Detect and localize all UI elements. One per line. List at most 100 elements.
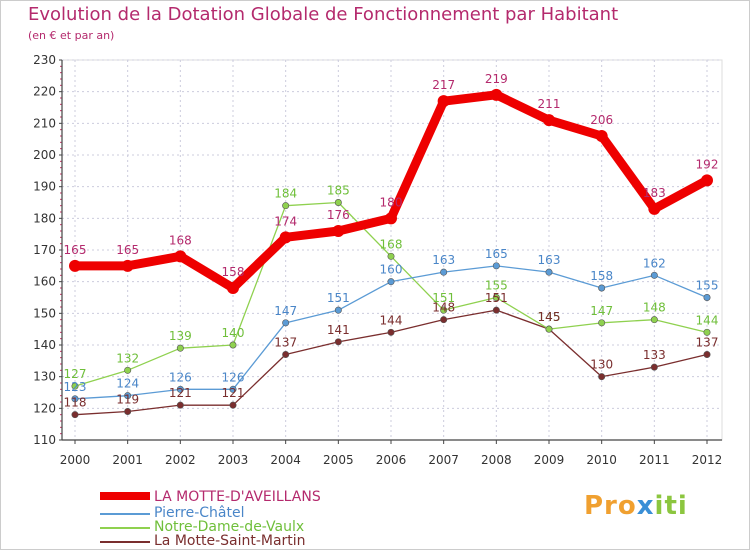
data-point xyxy=(124,392,132,400)
data-label: 144 xyxy=(380,313,403,327)
data-point xyxy=(229,385,237,393)
x-tick-label: 2009 xyxy=(534,453,565,467)
data-label: 163 xyxy=(538,253,561,267)
data-point xyxy=(176,385,184,393)
y-tick-label: 140 xyxy=(33,338,56,352)
series-lines xyxy=(69,88,713,419)
data-label: 144 xyxy=(696,313,719,327)
data-label: 163 xyxy=(432,253,455,267)
data-point xyxy=(598,319,606,327)
data-point xyxy=(437,95,450,108)
data-label: 121 xyxy=(169,386,192,400)
data-point xyxy=(598,284,606,292)
data-point xyxy=(334,199,342,207)
data-point xyxy=(387,252,395,260)
x-tick-label: 2010 xyxy=(586,453,617,467)
x-tick-label: 2000 xyxy=(60,453,91,467)
data-label: 168 xyxy=(169,233,192,247)
data-point xyxy=(124,407,132,415)
y-tick-label: 230 xyxy=(33,53,56,67)
data-point xyxy=(492,262,500,270)
data-point xyxy=(492,293,500,301)
data-label: 158 xyxy=(222,265,245,279)
data-label: 168 xyxy=(380,237,403,251)
x-tick-label: 2001 xyxy=(112,453,143,467)
data-label: 140 xyxy=(222,326,245,340)
data-label: 158 xyxy=(590,269,613,283)
data-label: 174 xyxy=(274,214,297,228)
data-label: 124 xyxy=(116,377,139,391)
data-label: 147 xyxy=(274,304,297,318)
y-tick-label: 210 xyxy=(33,116,56,130)
data-label: 126 xyxy=(169,370,192,384)
data-point xyxy=(440,306,448,314)
data-point xyxy=(595,130,608,142)
data-label: 184 xyxy=(274,187,297,201)
data-label: 176 xyxy=(327,208,350,222)
logo-part: x xyxy=(636,491,655,521)
data-point xyxy=(71,395,79,403)
data-label: 155 xyxy=(696,279,719,293)
chart-subtitle: (en € et par an) xyxy=(28,29,115,42)
data-label: 162 xyxy=(643,256,666,270)
data-point xyxy=(282,202,290,210)
data-label: 165 xyxy=(485,247,508,261)
data-label: 217 xyxy=(432,78,455,92)
data-point xyxy=(545,268,553,276)
y-tick-label: 180 xyxy=(33,211,56,225)
data-point xyxy=(703,350,711,358)
data-point xyxy=(229,341,237,349)
data-label: 145 xyxy=(538,310,561,324)
data-label: 185 xyxy=(327,184,350,198)
data-point xyxy=(387,278,395,286)
legend-label: Pierre-Châtel xyxy=(154,505,245,521)
data-label: 119 xyxy=(116,393,139,407)
data-point xyxy=(650,363,658,371)
data-label: 165 xyxy=(116,243,139,257)
data-point xyxy=(334,338,342,346)
data-label: 127 xyxy=(64,367,87,381)
data-label: 137 xyxy=(696,336,719,350)
logo-part: Pro xyxy=(584,491,637,521)
data-point xyxy=(71,382,79,390)
data-label: 133 xyxy=(643,348,666,362)
x-tick-label: 2008 xyxy=(481,453,512,467)
data-point xyxy=(650,271,658,279)
legend-swatch xyxy=(100,492,150,500)
x-tick-label: 2002 xyxy=(165,453,196,467)
data-label: 155 xyxy=(485,279,508,293)
data-point xyxy=(174,250,187,263)
legend-label: La Motte-Saint-Martin xyxy=(154,533,306,549)
data-label: 219 xyxy=(485,72,508,86)
data-point xyxy=(701,174,713,187)
data-label: 148 xyxy=(643,301,666,315)
data-point xyxy=(490,88,503,101)
data-label: 126 xyxy=(222,370,245,384)
data-label: 137 xyxy=(274,336,297,350)
x-tick-label: 2006 xyxy=(376,453,407,467)
data-label: 147 xyxy=(590,304,613,318)
legend-swatch xyxy=(100,527,150,529)
legend-swatch xyxy=(100,513,150,515)
y-tick-label: 120 xyxy=(33,401,56,415)
data-point xyxy=(282,350,290,358)
data-label: 139 xyxy=(169,329,192,343)
data-point xyxy=(227,282,239,294)
data-label: 121 xyxy=(222,386,245,400)
data-point xyxy=(334,306,342,314)
data-point xyxy=(121,259,134,272)
chart-title: Evolution de la Dotation Globale de Fonc… xyxy=(28,4,619,25)
data-label: 211 xyxy=(538,97,561,111)
data-label: 151 xyxy=(432,291,455,305)
data-point xyxy=(440,268,448,276)
y-tick-label: 150 xyxy=(33,306,56,320)
data-label: 123 xyxy=(64,380,87,394)
x-tick-label: 2007 xyxy=(428,453,459,467)
x-tick-label: 2012 xyxy=(692,453,723,467)
data-point xyxy=(279,231,292,244)
y-tick-label: 190 xyxy=(33,180,56,194)
data-label: 206 xyxy=(590,113,613,127)
data-label: 145 xyxy=(538,310,561,324)
